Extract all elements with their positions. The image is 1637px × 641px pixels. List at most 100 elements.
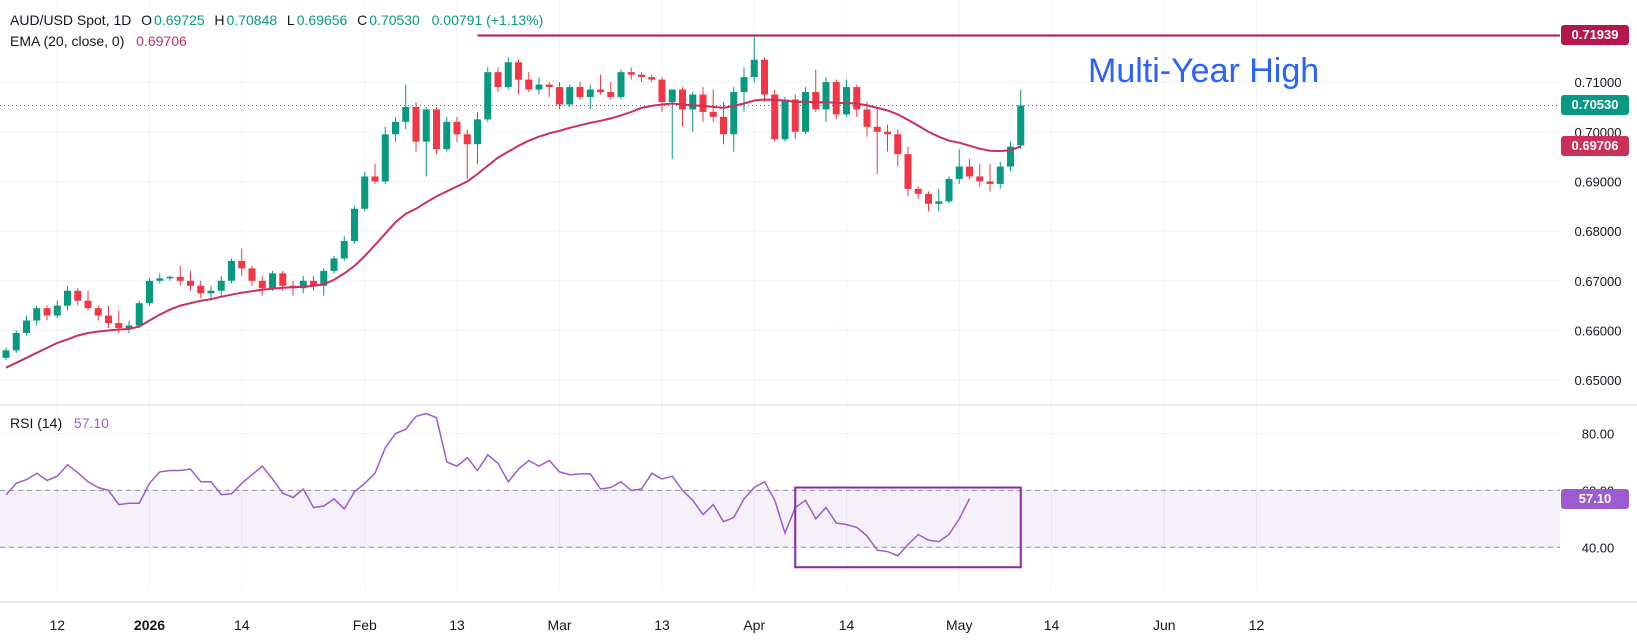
- candle: [269, 270, 276, 291]
- candle: [853, 84, 861, 117]
- time-tick-label: Jun: [1153, 617, 1176, 633]
- candle-body: [843, 87, 850, 115]
- grid: [0, 0, 1560, 590]
- candle-body: [894, 134, 902, 155]
- candle: [884, 124, 891, 152]
- ema-label: EMA (20, close, 0): [10, 33, 125, 49]
- candle: [648, 74, 656, 83]
- candle-body: [566, 87, 574, 105]
- candle: [53, 300, 61, 319]
- candle-body: [976, 176, 984, 182]
- candle: [996, 161, 1004, 189]
- candle-body: [689, 94, 697, 110]
- candle-body: [966, 166, 973, 177]
- candle-body: [576, 87, 584, 97]
- ema-legend: EMA (20, close, 0) 0.69706: [10, 33, 189, 49]
- candle: [1017, 89, 1025, 149]
- candle-body: [433, 109, 440, 150]
- low-value: 0.69656: [296, 12, 348, 28]
- candle-body: [535, 84, 543, 90]
- candle: [925, 191, 932, 212]
- candle: [832, 79, 840, 120]
- candle-body: [74, 290, 82, 301]
- time-tick-label: Mar: [547, 617, 571, 633]
- candle-body: [412, 106, 420, 142]
- candle: [176, 265, 184, 286]
- candle: [474, 111, 481, 165]
- candle-body: [791, 99, 799, 132]
- time-tick-label: 13: [449, 617, 465, 633]
- candle-body: [853, 87, 861, 110]
- candle-body: [771, 94, 779, 140]
- candle: [955, 149, 963, 184]
- candle: [945, 176, 953, 204]
- candle-body: [884, 131, 891, 135]
- candle-body: [904, 154, 912, 189]
- candle: [443, 116, 451, 152]
- rsi-legend: RSI (14) 57.10: [10, 415, 111, 431]
- candle: [330, 255, 338, 274]
- candle: [351, 206, 358, 244]
- candle-body: [474, 119, 481, 145]
- candle-body: [709, 111, 717, 117]
- candle-body: [166, 276, 174, 279]
- candle-body: [832, 82, 840, 115]
- candle: [740, 67, 748, 112]
- price-tick-label: 0.71000: [1575, 75, 1622, 90]
- time-tick-label: 2026: [134, 617, 165, 633]
- candle-body: [627, 72, 635, 75]
- candle: [720, 101, 727, 145]
- candle: [504, 57, 512, 90]
- candle: [812, 69, 820, 112]
- candle-body: [658, 79, 666, 102]
- candle-body: [945, 178, 953, 202]
- candle-body: [248, 268, 256, 281]
- candle-body: [607, 92, 615, 97]
- candle-body: [33, 308, 41, 321]
- candle-body: [525, 79, 533, 90]
- candle: [228, 258, 235, 284]
- time-tick-label: 13: [654, 617, 670, 633]
- candle: [156, 273, 164, 284]
- candle-body: [187, 280, 194, 286]
- candle: [627, 67, 635, 80]
- candle: [586, 84, 594, 110]
- candle-body: [1017, 105, 1025, 146]
- candle: [463, 129, 471, 179]
- candle-body: [217, 280, 225, 291]
- candle-body: [545, 84, 553, 88]
- candle: [863, 101, 871, 137]
- candle: [781, 97, 789, 142]
- rsi-value-tag: 57.10: [1561, 488, 1629, 509]
- candle-body: [638, 74, 645, 78]
- candle-body: [320, 270, 328, 286]
- candle: [525, 72, 533, 93]
- price-tick-label: 0.67000: [1575, 274, 1622, 289]
- candle-body: [586, 89, 594, 97]
- ema-line: [5, 98, 1022, 369]
- candle-body: [310, 280, 317, 286]
- candle: [535, 77, 543, 95]
- candle: [84, 290, 92, 311]
- candle-body: [84, 300, 92, 309]
- candle: [2, 347, 10, 361]
- candle-body: [812, 92, 820, 110]
- candle: [238, 248, 246, 276]
- candle: [904, 146, 912, 197]
- resistance-price-tag: 0.71939: [1561, 25, 1629, 46]
- candle-body: [299, 280, 307, 289]
- candle: [43, 305, 51, 321]
- candle: [484, 67, 492, 122]
- candle: [74, 288, 82, 306]
- candle: [668, 89, 676, 160]
- candle-body: [146, 280, 153, 304]
- time-tick-label: 12: [1249, 617, 1265, 633]
- candle: [361, 171, 369, 212]
- candle-body: [453, 121, 461, 135]
- candle: [986, 164, 994, 192]
- rsi-value: 57.10: [73, 415, 109, 431]
- candle-body: [822, 82, 830, 110]
- candle: [699, 87, 707, 122]
- price-tick-label: 0.66000: [1575, 323, 1622, 338]
- ema-price-tag: 0.69706: [1561, 136, 1629, 157]
